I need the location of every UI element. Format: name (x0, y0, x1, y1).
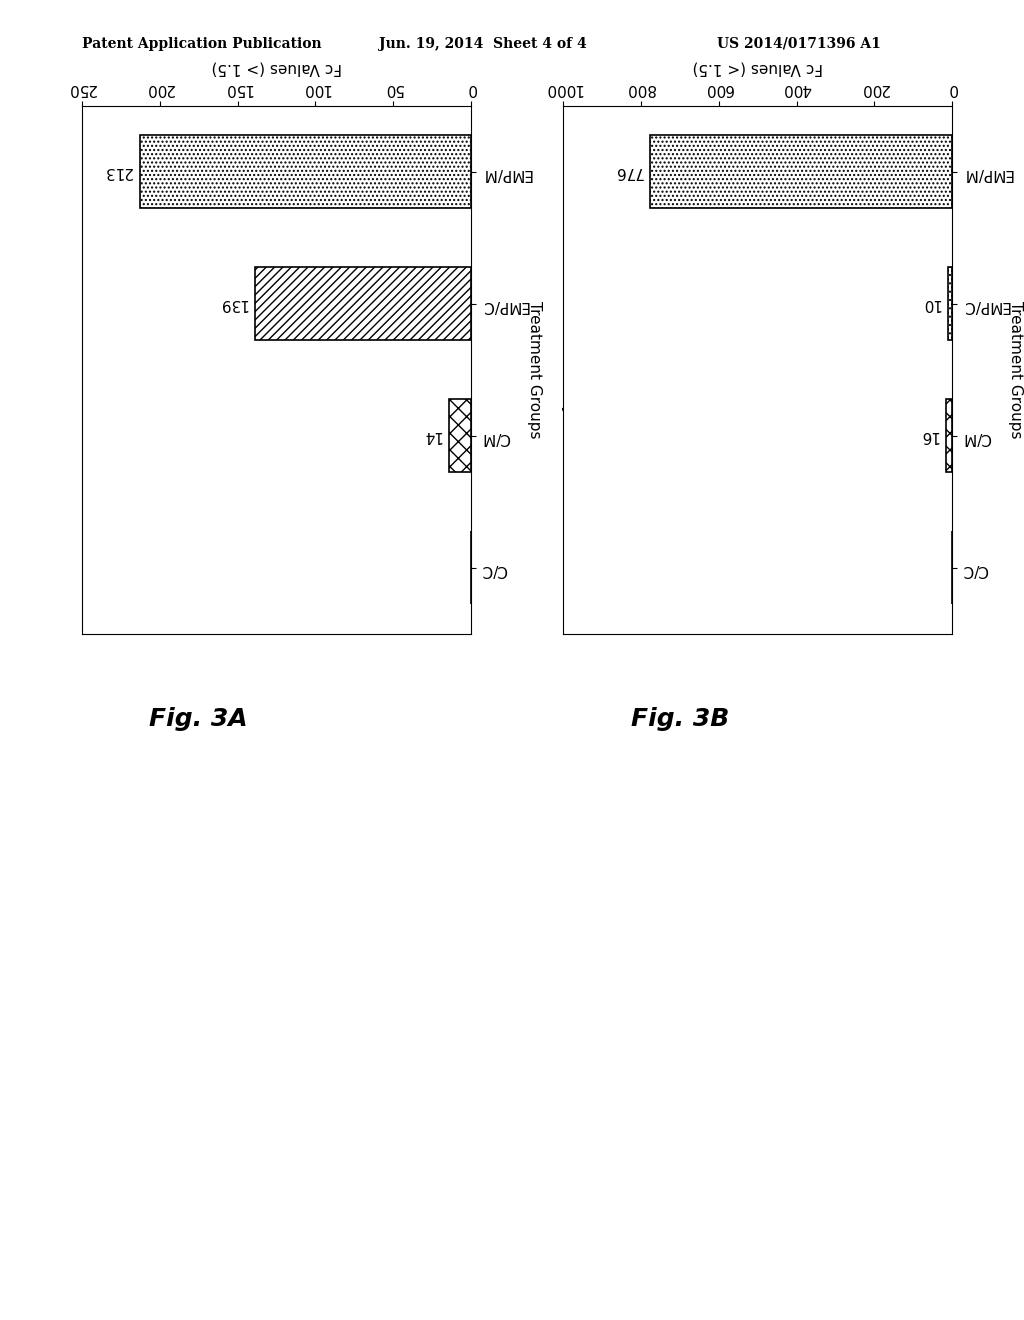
Text: Fig. 3A: Fig. 3A (150, 708, 248, 731)
X-axis label: Fc Values (< 1.5): Fc Values (< 1.5) (692, 61, 823, 75)
Text: 213: 213 (102, 164, 132, 180)
Text: US 2014/0171396 A1: US 2014/0171396 A1 (717, 37, 881, 51)
Text: Fig. 3B: Fig. 3B (631, 708, 729, 731)
Text: Microarray: Microarray (559, 322, 578, 417)
Bar (450, 399, 471, 471)
Bar (650, 135, 952, 209)
Text: 16: 16 (919, 428, 938, 444)
X-axis label: Fc Values (> 1.5): Fc Values (> 1.5) (211, 61, 342, 75)
Text: Patent Application Publication: Patent Application Publication (82, 37, 322, 51)
Text: 10: 10 (922, 296, 941, 312)
Bar (948, 267, 952, 339)
Text: Jun. 19, 2014  Sheet 4 of 4: Jun. 19, 2014 Sheet 4 of 4 (379, 37, 587, 51)
Bar (139, 135, 471, 209)
Text: 139: 139 (218, 296, 247, 312)
Bar (946, 399, 952, 471)
Y-axis label: Treatment Groups: Treatment Groups (527, 301, 542, 438)
Text: 776: 776 (613, 164, 643, 180)
Y-axis label: Treatment Groups: Treatment Groups (1009, 301, 1023, 438)
Text: 14: 14 (422, 428, 441, 444)
Bar (255, 267, 471, 339)
